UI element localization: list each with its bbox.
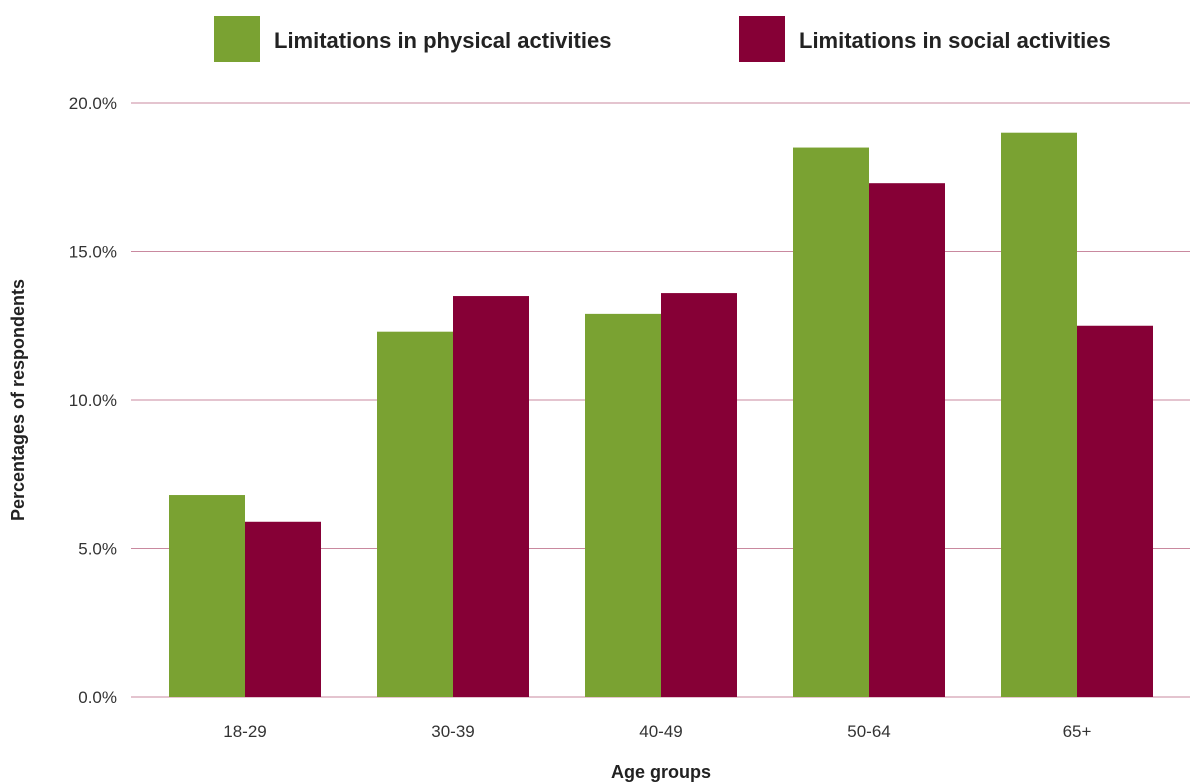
y-axis-ticks: 0.0% 5.0% 10.0% 15.0% 20.0% — [69, 94, 117, 707]
y-tick-label: 0.0% — [78, 688, 117, 707]
x-tick-label: 65+ — [1063, 722, 1092, 741]
x-tick-label: 30-39 — [431, 722, 474, 741]
bars — [169, 132, 1153, 698]
y-tick-label: 15.0% — [69, 243, 117, 262]
bar-social-50-64 — [869, 183, 945, 697]
x-axis-ticks: 18-29 30-39 40-49 50-64 65+ — [223, 722, 1091, 741]
bar-physical-65+ — [1001, 132, 1077, 697]
bar-physical-18-29 — [169, 495, 245, 697]
bar-social-65+ — [1077, 325, 1153, 697]
legend-label-physical: Limitations in physical activities — [274, 28, 611, 53]
bar-physical-50-64 — [793, 147, 869, 698]
x-axis-title: Age groups — [611, 762, 711, 782]
legend-label-social: Limitations in social activities — [799, 28, 1111, 53]
bar-physical-40-49 — [585, 313, 661, 697]
y-axis-title: Percentages of respondents — [8, 279, 28, 521]
legend: Limitations in physical activities Limit… — [214, 16, 1111, 62]
legend-swatch-physical — [214, 16, 260, 62]
bar-social-18-29 — [245, 521, 321, 697]
x-tick-label: 18-29 — [223, 722, 266, 741]
bar-physical-30-39 — [377, 331, 453, 697]
bar-social-30-39 — [453, 296, 529, 697]
bar-social-40-49 — [661, 293, 737, 697]
x-tick-label: 50-64 — [847, 722, 890, 741]
y-tick-label: 5.0% — [78, 540, 117, 559]
y-tick-label: 10.0% — [69, 391, 117, 410]
y-tick-label: 20.0% — [69, 94, 117, 113]
legend-swatch-social — [739, 16, 785, 62]
x-tick-label: 40-49 — [639, 722, 682, 741]
